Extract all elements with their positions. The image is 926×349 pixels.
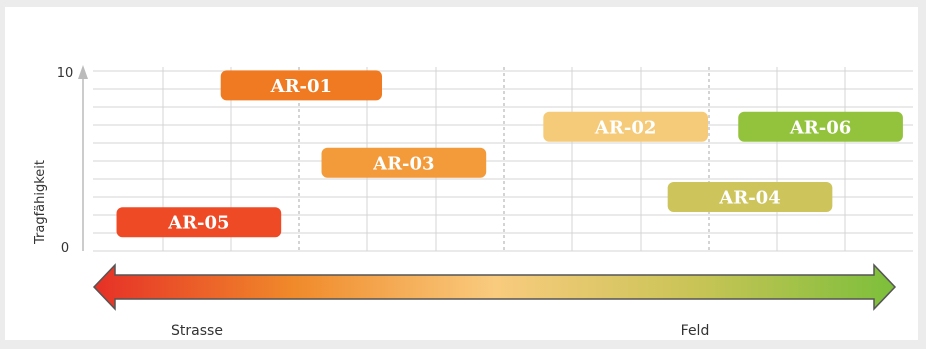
y-axis-arrow-icon (78, 65, 88, 79)
x-axis-arrow (92, 263, 897, 311)
bar-label: AR-01 (270, 76, 332, 97)
bar-ar-05: AR-05 (116, 207, 282, 238)
bar-label: AR-02 (594, 117, 656, 138)
bar-label: AR-04 (718, 188, 780, 209)
bar-rect (321, 147, 487, 178)
x-label-left: Strasse (171, 323, 223, 339)
bar-ar-02: AR-02 (543, 111, 708, 142)
chart-frame: 0 10 Tragfähigkeit AR-01 AR-02 AR-03 AR-04 A… (5, 7, 918, 340)
bar-label: AR-03 (372, 153, 434, 174)
x-label-right: Feld (681, 323, 710, 339)
bar-label: AR-05 (167, 213, 229, 234)
bar-rect (220, 70, 383, 101)
bar-ar-03: AR-03 (321, 147, 487, 178)
bar-rect (667, 182, 833, 212)
bar-rect (116, 207, 282, 238)
bar-rect (543, 111, 708, 142)
y-axis: 0 10 Tragfähigkeit (33, 65, 88, 256)
bar-label: AR-06 (789, 117, 851, 138)
bar-ar-01: AR-01 (220, 70, 383, 101)
bar-ar-06: AR-06 (738, 111, 903, 142)
y-tick-0: 0 (61, 241, 69, 256)
bars: AR-01 AR-02 AR-03 AR-04 AR-05 AR-06 (116, 70, 903, 238)
y-tick-10: 10 (57, 66, 74, 81)
chart-svg: 0 10 Tragfähigkeit AR-01AR-02AR-03AR-04A… (33, 65, 913, 339)
bar-ar-04: AR-04 (667, 182, 833, 212)
bar-rect (738, 111, 903, 142)
y-axis-label: Tragfähigkeit (33, 160, 48, 245)
gradient-arrow-icon (92, 263, 897, 311)
